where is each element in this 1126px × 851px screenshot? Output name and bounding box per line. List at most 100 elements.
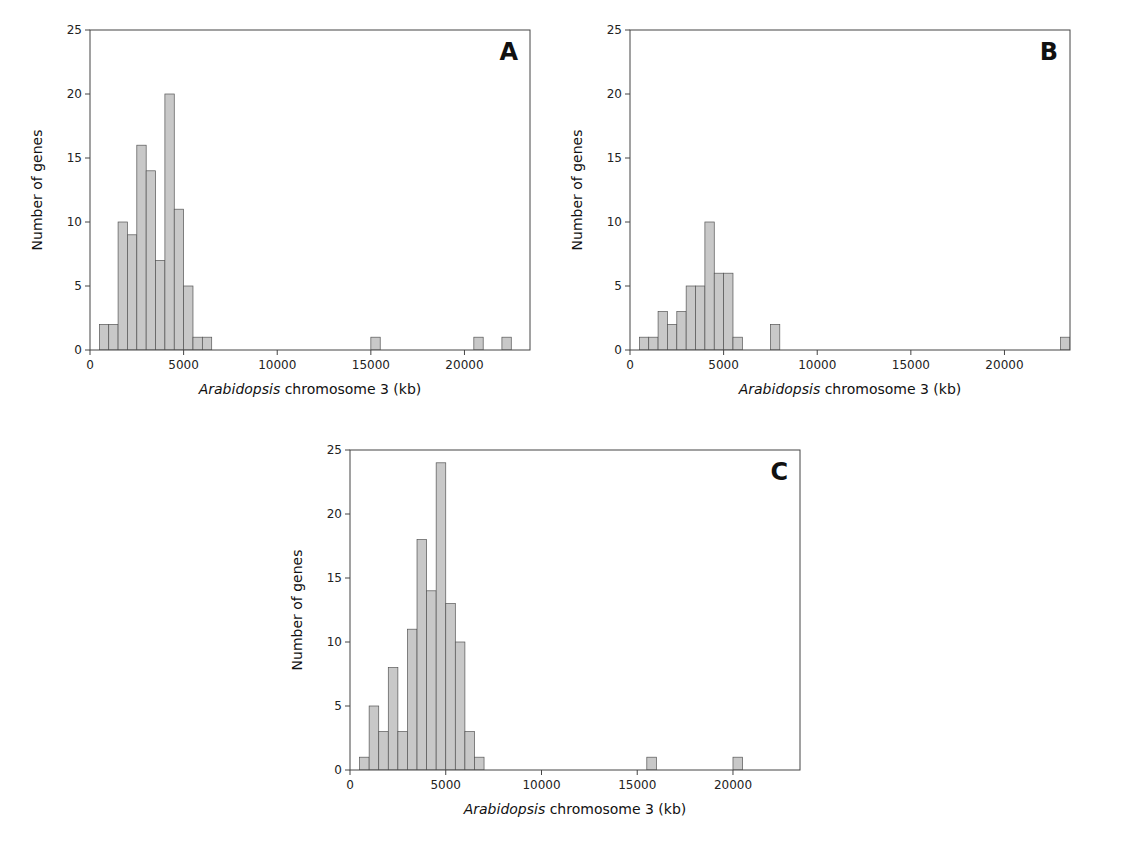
x-tick-label: 15000 bbox=[352, 358, 390, 372]
x-axis-label-part: chromosome 3 (kb) bbox=[545, 801, 686, 817]
y-tick bbox=[625, 286, 630, 287]
y-tick-label: 15 bbox=[607, 151, 622, 165]
x-axis-label: Arabidopsis chromosome 3 (kb) bbox=[198, 381, 422, 397]
bar bbox=[474, 337, 483, 350]
bar bbox=[455, 642, 465, 770]
y-axis-label: Number of genes bbox=[569, 130, 585, 251]
x-tick bbox=[370, 350, 371, 355]
x-tick-label: 10000 bbox=[522, 778, 560, 792]
x-tick bbox=[637, 770, 638, 775]
x-axis-label-part: Arabidopsis bbox=[738, 381, 821, 397]
panel-label: A bbox=[499, 38, 518, 66]
y-tick-label: 5 bbox=[74, 279, 82, 293]
bar bbox=[1061, 337, 1070, 350]
bar bbox=[649, 337, 658, 350]
bar bbox=[696, 286, 705, 350]
x-tick-label: 5000 bbox=[430, 778, 461, 792]
bar bbox=[137, 145, 146, 350]
y-tick bbox=[85, 94, 90, 95]
bar bbox=[99, 324, 108, 350]
x-axis-label-part: chromosome 3 (kb) bbox=[820, 381, 961, 397]
panel: 050001000015000200000510152025Arabidopsi… bbox=[29, 23, 530, 397]
y-tick-label: 15 bbox=[327, 571, 342, 585]
x-tick bbox=[277, 350, 278, 355]
bar bbox=[658, 312, 667, 350]
bar bbox=[379, 732, 389, 770]
y-tick bbox=[345, 450, 350, 451]
bar bbox=[417, 540, 427, 770]
bar bbox=[474, 757, 484, 770]
x-tick bbox=[1004, 350, 1005, 355]
bars bbox=[360, 463, 743, 770]
panel: 050001000015000200000510152025Arabidopsi… bbox=[569, 23, 1070, 397]
x-tick-label: 5000 bbox=[168, 358, 199, 372]
y-axis-label: Number of genes bbox=[289, 550, 305, 671]
bar bbox=[146, 171, 155, 350]
bar bbox=[465, 732, 475, 770]
x-tick-label: 15000 bbox=[892, 358, 930, 372]
bar bbox=[127, 235, 136, 350]
bar bbox=[371, 337, 380, 350]
x-tick bbox=[630, 350, 631, 355]
y-tick-label: 20 bbox=[327, 507, 342, 521]
bars bbox=[639, 222, 1070, 350]
x-tick-label: 0 bbox=[86, 358, 94, 372]
bar bbox=[184, 286, 193, 350]
x-tick bbox=[910, 350, 911, 355]
bar bbox=[202, 337, 211, 350]
plot-frame bbox=[350, 450, 800, 770]
bar bbox=[436, 463, 446, 770]
plot-frame bbox=[630, 30, 1070, 350]
x-tick bbox=[817, 350, 818, 355]
x-tick-label: 15000 bbox=[618, 778, 656, 792]
bar bbox=[446, 604, 456, 770]
bar bbox=[398, 732, 408, 770]
x-tick-label: 20000 bbox=[445, 358, 483, 372]
bars bbox=[99, 94, 511, 350]
y-tick-label: 20 bbox=[67, 87, 82, 101]
x-tick-label: 0 bbox=[626, 358, 634, 372]
y-tick bbox=[85, 222, 90, 223]
y-tick-label: 5 bbox=[614, 279, 622, 293]
panel: 050001000015000200000510152025Arabidopsi… bbox=[289, 443, 800, 817]
x-tick bbox=[464, 350, 465, 355]
bar bbox=[109, 324, 118, 350]
y-tick-label: 0 bbox=[334, 763, 342, 777]
x-axis-label: Arabidopsis chromosome 3 (kb) bbox=[463, 801, 687, 817]
x-tick bbox=[732, 770, 733, 775]
y-tick-label: 20 bbox=[607, 87, 622, 101]
figure: 050001000015000200000510152025Arabidopsi… bbox=[0, 0, 1126, 851]
y-tick-label: 25 bbox=[327, 443, 342, 457]
bar bbox=[193, 337, 202, 350]
bar bbox=[705, 222, 714, 350]
panel-label: C bbox=[770, 458, 788, 486]
x-tick-label: 20000 bbox=[985, 358, 1023, 372]
y-tick bbox=[85, 350, 90, 351]
y-tick-label: 10 bbox=[67, 215, 82, 229]
y-tick bbox=[625, 158, 630, 159]
bar bbox=[714, 273, 723, 350]
bar bbox=[156, 260, 165, 350]
x-axis-label-part: chromosome 3 (kb) bbox=[280, 381, 421, 397]
y-tick bbox=[625, 30, 630, 31]
y-axis-label: Number of genes bbox=[29, 130, 45, 251]
y-tick-label: 5 bbox=[334, 699, 342, 713]
x-tick bbox=[541, 770, 542, 775]
bar bbox=[686, 286, 695, 350]
x-tick-label: 0 bbox=[346, 778, 354, 792]
y-tick-label: 0 bbox=[614, 343, 622, 357]
plot-frame bbox=[90, 30, 530, 350]
bar bbox=[388, 668, 398, 770]
bar bbox=[647, 757, 657, 770]
y-tick bbox=[85, 30, 90, 31]
bar bbox=[427, 591, 437, 770]
x-tick bbox=[723, 350, 724, 355]
x-axis-label-part: Arabidopsis bbox=[463, 801, 546, 817]
x-axis-label-part: Arabidopsis bbox=[198, 381, 281, 397]
bar bbox=[174, 209, 183, 350]
bar bbox=[118, 222, 127, 350]
bar bbox=[667, 324, 676, 350]
panel-label: B bbox=[1040, 38, 1058, 66]
bar bbox=[639, 337, 648, 350]
x-tick bbox=[183, 350, 184, 355]
